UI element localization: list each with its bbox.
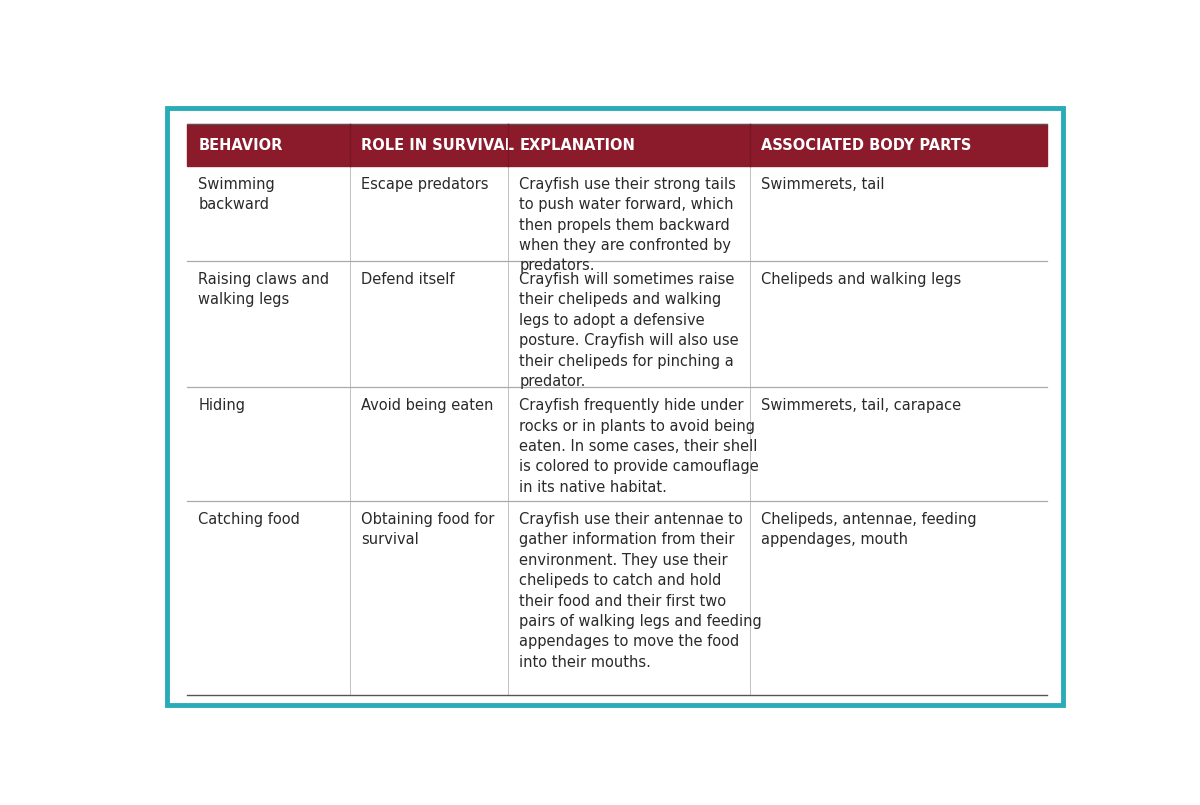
Text: Crayfish use their strong tails
to push water forward, which
then propels them b: Crayfish use their strong tails to push … (520, 177, 736, 274)
Bar (187, 387, 1048, 501)
Text: Swimmerets, tail: Swimmerets, tail (761, 177, 884, 192)
Text: Hiding: Hiding (198, 398, 245, 413)
Text: Swimming
backward: Swimming backward (198, 177, 275, 212)
Text: EXPLANATION: EXPLANATION (520, 138, 635, 152)
Text: BEHAVIOR: BEHAVIOR (198, 138, 283, 152)
Text: Raising claws and
walking legs: Raising claws and walking legs (198, 272, 330, 308)
Bar (187, 261, 1048, 387)
Text: Chelipeds and walking legs: Chelipeds and walking legs (761, 272, 961, 287)
Text: Swimmerets, tail, carapace: Swimmerets, tail, carapace (761, 398, 961, 413)
Text: Chelipeds, antennae, feeding
appendages, mouth: Chelipeds, antennae, feeding appendages,… (761, 512, 977, 547)
Text: ROLE IN SURVIVAL: ROLE IN SURVIVAL (361, 138, 514, 152)
Text: Defend itself: Defend itself (361, 272, 455, 287)
Text: Catching food: Catching food (198, 512, 300, 527)
Text: Obtaining food for
survival: Obtaining food for survival (361, 512, 494, 547)
Bar (187, 501, 1048, 695)
Text: ASSOCIATED BODY PARTS: ASSOCIATED BODY PARTS (761, 138, 971, 152)
FancyBboxPatch shape (167, 108, 1063, 705)
Text: Avoid being eaten: Avoid being eaten (361, 398, 493, 413)
Bar (187, 125, 1048, 166)
Text: Crayfish will sometimes raise
their chelipeds and walking
legs to adopt a defens: Crayfish will sometimes raise their chel… (520, 272, 739, 389)
Text: Crayfish use their antennae to
gather information from their
environment. They u: Crayfish use their antennae to gather in… (520, 512, 762, 670)
Text: Escape predators: Escape predators (361, 177, 488, 192)
Bar (187, 166, 1048, 261)
Text: Crayfish frequently hide under
rocks or in plants to avoid being
eaten. In some : Crayfish frequently hide under rocks or … (520, 398, 758, 495)
